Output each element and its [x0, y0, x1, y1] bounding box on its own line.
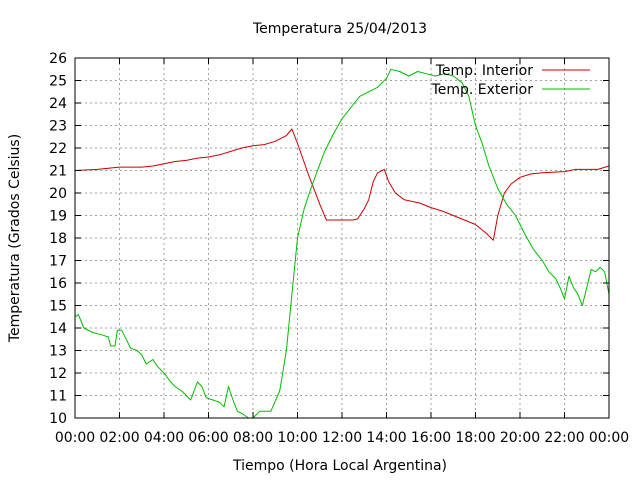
y-tick-label: 15	[49, 299, 67, 315]
y-tick-label: 13	[49, 344, 67, 360]
y-tick-label: 20	[49, 186, 67, 202]
legend-label-interior: Temp. Interior	[435, 63, 534, 79]
grid-lines	[75, 58, 609, 418]
y-tick-label: 14	[49, 321, 67, 337]
y-tick-label: 10	[49, 411, 67, 427]
y-tick-label: 26	[49, 51, 67, 67]
y-tick-label: 16	[49, 276, 67, 292]
chart-title: Temperatura 25/04/2013	[252, 21, 427, 37]
y-tick-label: 11	[49, 389, 67, 405]
legend-label-exterior: Temp. Exterior	[431, 82, 534, 98]
x-tick-label: 18:00	[455, 430, 495, 446]
x-axis-ticks: 00:00 02:00 04:00 06:00 08:00 10:00 12:00 14:00…	[55, 58, 629, 446]
y-tick-label: 24	[49, 96, 67, 112]
y-tick-label: 17	[49, 254, 67, 270]
series-line-exterior	[74, 68, 610, 419]
y-axis-ticks: 10 11 12 13 14 15 16 17 18 19 20 21 22 23 24 25 26	[49, 51, 609, 427]
x-tick-label: 16:00	[411, 430, 451, 446]
x-tick-label: 02:00	[99, 430, 139, 446]
x-tick-label: 04:00	[144, 430, 184, 446]
x-tick-label: 12:00	[322, 430, 362, 446]
x-tick-label: 10:00	[277, 430, 317, 446]
series-layer	[74, 68, 610, 419]
y-tick-label: 19	[49, 209, 67, 225]
y-axis-label: Temperatura (Grados Celsius)	[7, 134, 23, 343]
legend: Temp. Interior Temp. Exterior	[431, 63, 590, 98]
x-tick-label: 20:00	[500, 430, 540, 446]
x-tick-label: 08:00	[233, 430, 273, 446]
y-tick-label: 21	[49, 164, 67, 180]
y-tick-label: 12	[49, 366, 67, 382]
x-tick-label: 00:00	[589, 430, 629, 446]
x-tick-label: 06:00	[188, 430, 228, 446]
x-tick-label: 00:00	[55, 430, 95, 446]
y-tick-label: 25	[49, 74, 67, 90]
x-tick-label: 14:00	[366, 430, 406, 446]
y-tick-label: 22	[49, 141, 67, 157]
x-axis-label: Tiempo (Hora Local Argentina)	[232, 458, 447, 474]
x-tick-label: 22:00	[544, 430, 584, 446]
y-tick-label: 23	[49, 119, 67, 135]
y-tick-label: 18	[49, 231, 67, 247]
series-line-interior	[74, 128, 610, 241]
